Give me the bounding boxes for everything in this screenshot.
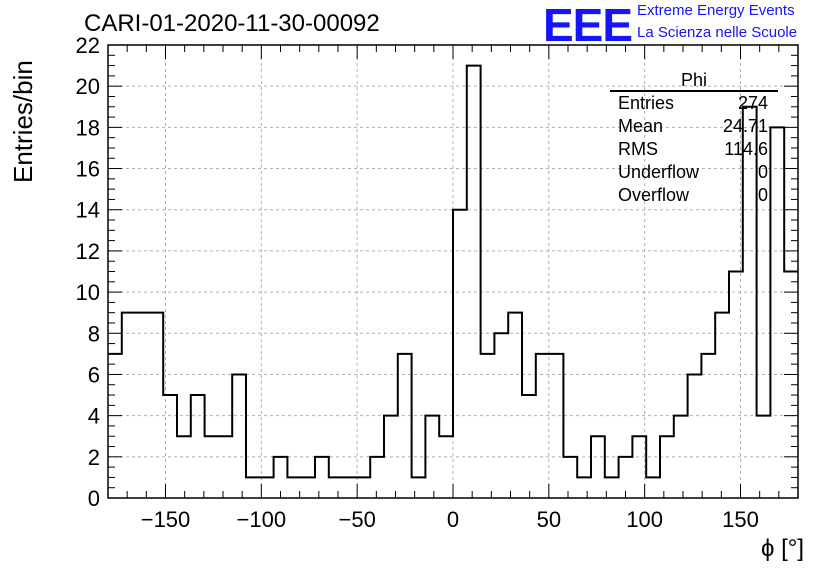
stats-label: RMS — [618, 139, 658, 159]
stats-label: Overflow — [618, 185, 690, 205]
y-tick-label: 22 — [76, 33, 100, 58]
histogram-bin — [191, 395, 205, 498]
histogram-bin — [481, 354, 495, 498]
y-tick-label: 0 — [88, 486, 100, 511]
run-title: CARI-01-2020-11-30-00092 — [84, 10, 380, 37]
histogram-bin — [136, 313, 150, 498]
histogram-bin — [232, 374, 246, 498]
histogram-bin — [384, 416, 398, 498]
histogram-bin — [205, 436, 219, 498]
histogram-bin — [246, 477, 260, 498]
x-tick-label: −150 — [141, 507, 191, 532]
x-axis-label: ϕ [°] — [760, 535, 804, 562]
histogram-bin — [315, 457, 329, 498]
histogram-bin — [287, 477, 301, 498]
histogram-bin — [757, 416, 771, 498]
histogram-bin — [274, 457, 288, 498]
y-tick-label: 6 — [88, 362, 100, 387]
y-tick-label: 20 — [76, 74, 100, 99]
stats-label: Entries — [618, 93, 675, 113]
x-tick-label: −100 — [237, 507, 287, 532]
histogram-bin — [619, 457, 633, 498]
histogram-bin — [577, 477, 591, 498]
histogram-bin — [218, 436, 232, 498]
logo-subtitle-line1: Extreme Energy Events — [637, 2, 795, 19]
histogram-bin — [163, 395, 177, 498]
stats-row-entries: Entries 274 — [610, 92, 778, 115]
histogram-bin — [398, 354, 412, 498]
stats-row-mean: Mean 24.71 — [610, 115, 778, 138]
histogram-bin — [356, 477, 370, 498]
y-tick-label: 2 — [88, 445, 100, 470]
histogram-bin — [563, 457, 577, 498]
x-tick-label: 50 — [537, 507, 561, 532]
histogram-bin — [370, 457, 384, 498]
histogram-bin — [108, 354, 122, 498]
x-tick-label: 0 — [447, 507, 459, 532]
histogram-bin — [591, 436, 605, 498]
y-tick-label: 18 — [76, 115, 100, 140]
eee-logo: EEE — [543, 0, 633, 51]
y-tick-label: 16 — [76, 157, 100, 182]
x-tick-label: 150 — [722, 507, 759, 532]
histogram-bin — [674, 416, 688, 498]
stats-value: 274 — [737, 93, 768, 113]
logo-subtitle-line2: La Scienza nelle Scuole — [637, 24, 798, 41]
histogram-bin — [149, 313, 163, 498]
x-tick-label: 100 — [626, 507, 663, 532]
histogram-bin — [467, 66, 481, 498]
stats-value: 114.6 — [724, 139, 768, 159]
y-tick-label: 12 — [76, 239, 100, 264]
histogram-bin — [715, 313, 729, 498]
histogram-bin — [729, 272, 743, 499]
stats-value: 0 — [757, 162, 768, 182]
histogram-bin — [260, 477, 274, 498]
stats-label: Underflow — [618, 162, 700, 182]
histogram-bin — [177, 436, 191, 498]
histogram-bin — [688, 374, 702, 498]
stats-row-underflow: Underflow 0 — [610, 161, 778, 184]
histogram-bin — [605, 477, 619, 498]
histogram-bin — [550, 354, 564, 498]
plot-frame — [107, 44, 799, 499]
y-tick-label: 14 — [76, 198, 100, 223]
y-tick-label: 10 — [76, 280, 100, 305]
histogram-bin — [632, 436, 646, 498]
histogram-bin — [343, 477, 357, 498]
histogram-bin — [301, 477, 315, 498]
stats-value: 0 — [757, 185, 768, 205]
histogram-bin — [508, 313, 522, 498]
y-tick-label: 8 — [88, 321, 100, 346]
histogram-bin — [329, 477, 343, 498]
stats-box: Phi Entries 274 Mean 24.71 RMS 114.6 Underflow… — [610, 70, 778, 207]
histogram-bin — [536, 354, 550, 498]
y-tick-label: 4 — [88, 404, 100, 429]
histogram-bin — [494, 333, 508, 498]
stats-row-rms: RMS 114.6 — [610, 138, 778, 161]
histogram-series — [108, 64, 798, 479]
stats-row-overflow: Overflow 0 — [610, 184, 778, 207]
histogram-bin — [453, 210, 467, 498]
histogram-bin — [439, 436, 453, 498]
histogram-bin — [701, 354, 715, 498]
histogram-bin — [425, 416, 439, 498]
stats-title: Phi — [610, 70, 778, 92]
histogram-bin — [784, 272, 798, 499]
histogram-bin — [122, 313, 136, 498]
histogram-bin — [660, 436, 674, 498]
histogram-bin — [412, 477, 426, 498]
histogram-bin — [646, 477, 660, 498]
stats-label: Mean — [618, 116, 664, 136]
x-tick-label: −50 — [339, 507, 376, 532]
histogram-bin — [522, 395, 536, 498]
stats-value: 24.71 — [722, 116, 768, 136]
